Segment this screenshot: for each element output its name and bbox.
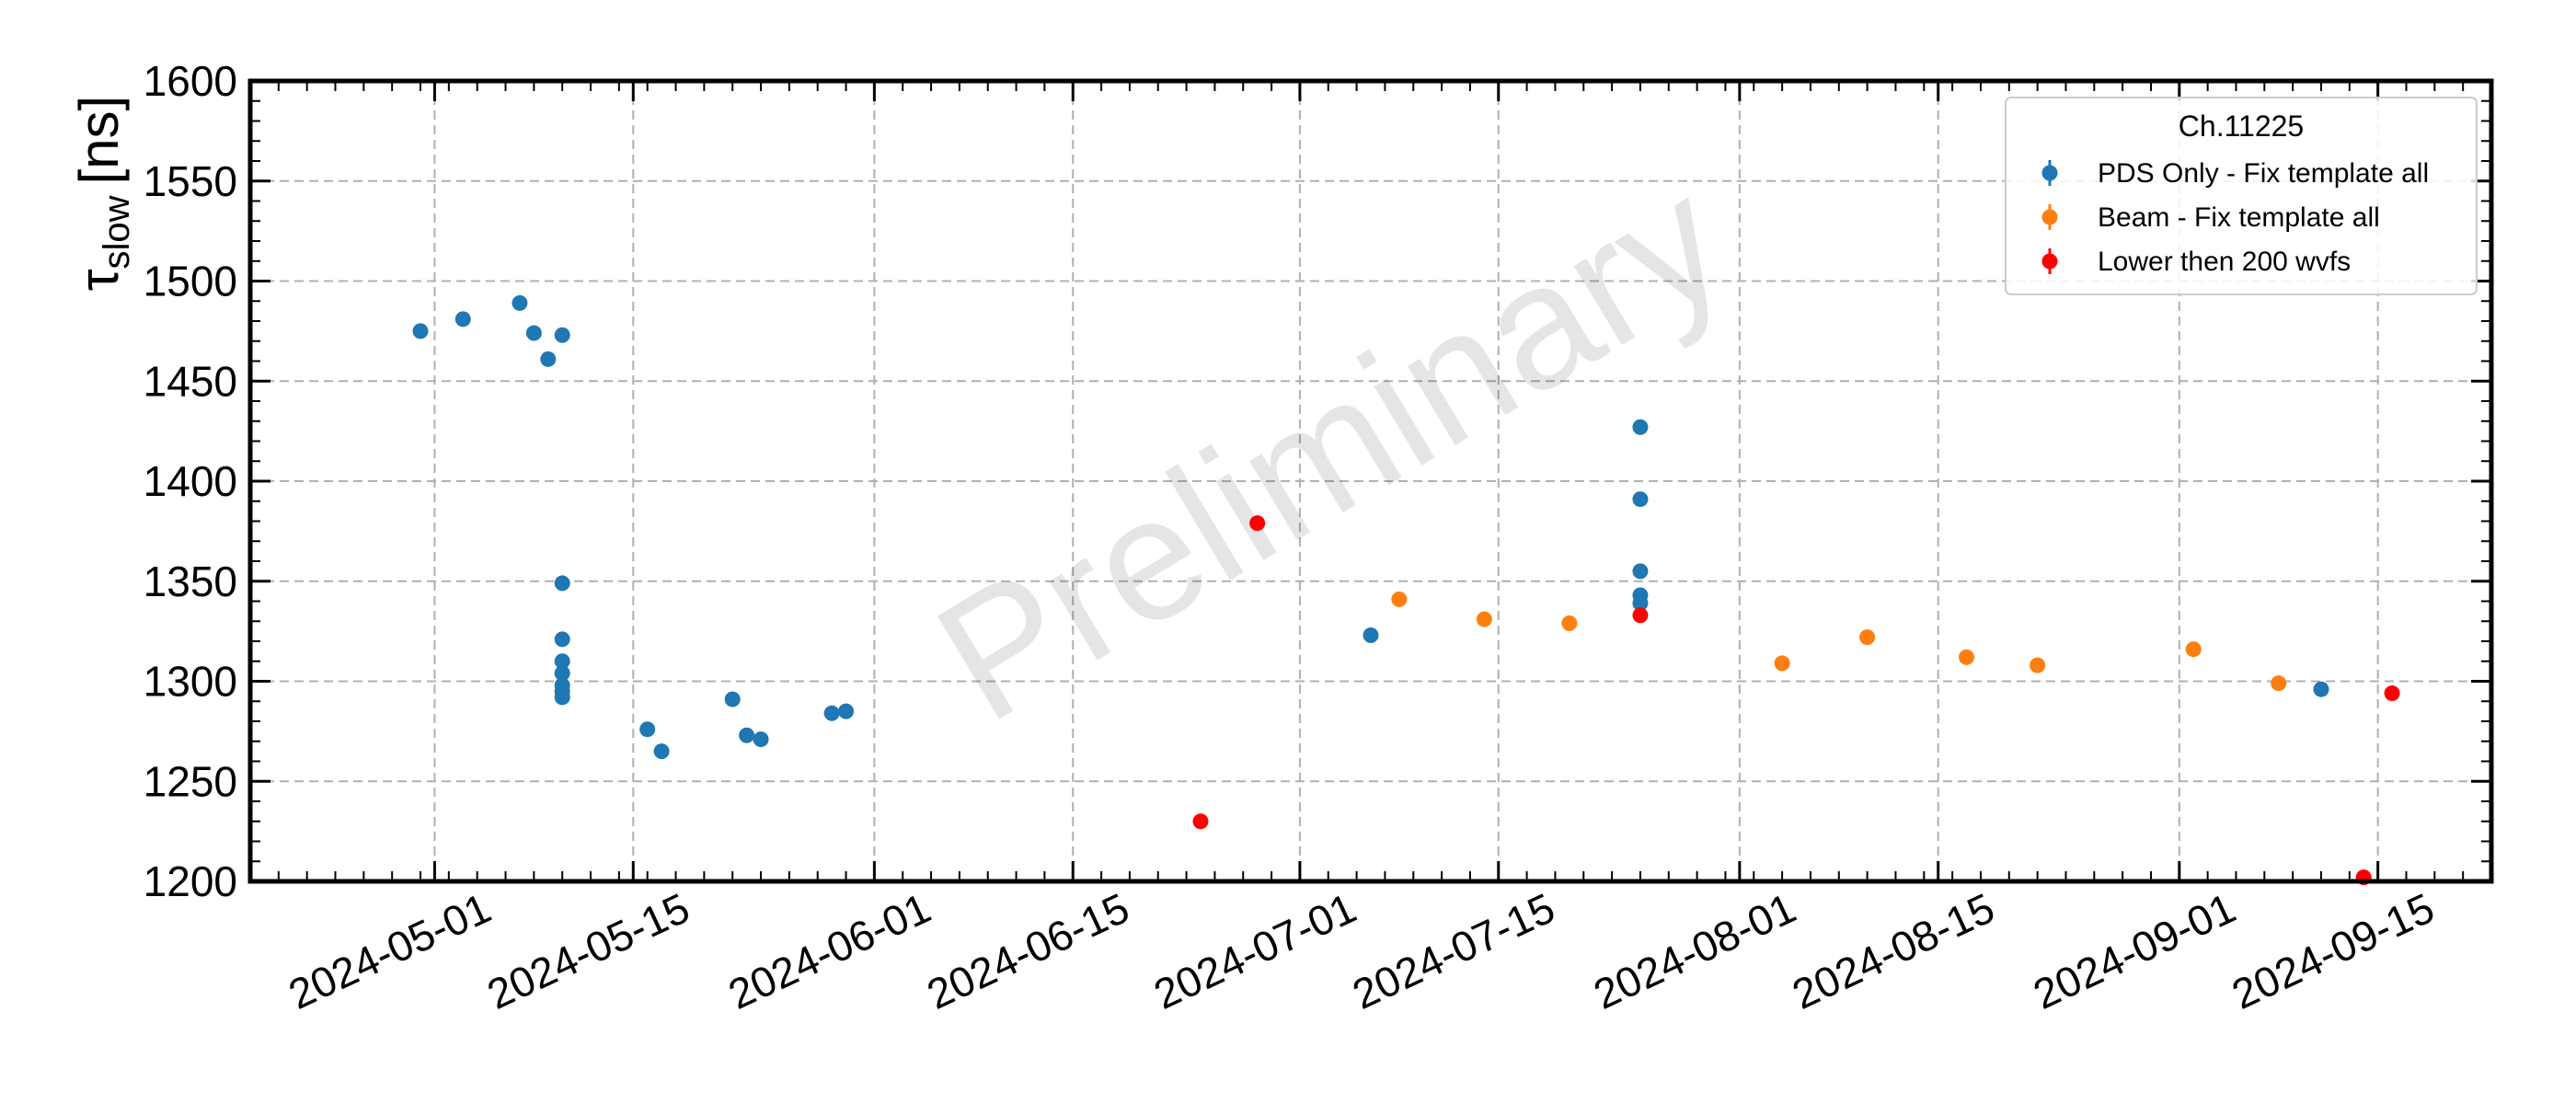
data-point bbox=[2384, 685, 2400, 702]
data-point bbox=[1632, 419, 1649, 435]
data-point bbox=[1774, 655, 1790, 672]
watermark-text: Preliminary bbox=[906, 142, 1756, 759]
data-point bbox=[454, 311, 471, 328]
data-point bbox=[1363, 627, 1379, 643]
y-tick-label: 1400 bbox=[144, 457, 237, 505]
data-point bbox=[1192, 813, 1209, 830]
data-point bbox=[2271, 675, 2287, 692]
data-point bbox=[554, 689, 570, 706]
data-point bbox=[1632, 491, 1649, 508]
plot-frame bbox=[247, 78, 2494, 884]
y-tick-label: 1500 bbox=[144, 258, 237, 305]
data-point bbox=[753, 731, 769, 748]
x-tick-label: 2024-05-01 bbox=[282, 883, 498, 1018]
data-point bbox=[739, 727, 755, 743]
ylabel-symbol: τ bbox=[68, 269, 130, 291]
y-tick-label: 1300 bbox=[144, 658, 237, 706]
y-axis-label: τslow [ns] bbox=[68, 96, 137, 291]
legend-entry-label: Beam - Fix template all bbox=[2098, 202, 2380, 233]
legend: Ch.11225 PDS Only - Fix template all Beam… bbox=[2005, 97, 2478, 295]
data-point bbox=[2185, 641, 2202, 658]
x-tick-label: 2024-08-15 bbox=[1785, 883, 2001, 1018]
data-point bbox=[1561, 615, 1578, 631]
x-tick-label: 2024-08-01 bbox=[1586, 883, 1802, 1018]
x-tick-label: 2024-06-01 bbox=[721, 883, 937, 1018]
data-point bbox=[554, 665, 570, 682]
legend-entry-label: PDS Only - Fix template all bbox=[2098, 158, 2429, 189]
legend-entry-label: Lower then 200 wvfs bbox=[2098, 247, 2351, 277]
x-tick-label: 2024-09-15 bbox=[2225, 883, 2441, 1018]
data-point bbox=[1632, 595, 1649, 612]
data-point bbox=[1632, 563, 1649, 580]
data-point bbox=[1391, 591, 1408, 607]
data-point bbox=[540, 351, 557, 367]
y-tick-label: 1450 bbox=[144, 357, 237, 405]
data-point bbox=[554, 653, 570, 670]
data-point bbox=[724, 691, 741, 707]
data-point bbox=[554, 631, 570, 648]
data-point bbox=[512, 294, 528, 311]
ylabel-subscript: slow bbox=[97, 195, 137, 269]
data-points bbox=[412, 294, 2400, 886]
y-tick-label: 1350 bbox=[144, 558, 237, 605]
data-point bbox=[554, 575, 570, 592]
legend-title: Ch.11225 bbox=[2179, 109, 2304, 143]
data-point bbox=[1959, 649, 1975, 665]
data-point bbox=[1476, 611, 1492, 627]
legend-marker bbox=[2041, 209, 2058, 225]
data-point bbox=[1249, 515, 1266, 532]
x-tick-label: 2024-06-15 bbox=[920, 883, 1136, 1018]
data-point bbox=[823, 705, 840, 721]
data-point bbox=[639, 721, 656, 738]
data-point bbox=[412, 323, 429, 339]
y-tick-label: 1550 bbox=[144, 157, 237, 205]
legend-marker bbox=[2041, 165, 2058, 181]
data-point bbox=[1632, 607, 1649, 624]
x-tick-label: 2024-09-01 bbox=[2026, 883, 2242, 1018]
y-tick-label: 1200 bbox=[144, 857, 237, 905]
svg-text:τslow[ns]: τslow [ns] bbox=[68, 96, 137, 291]
data-point bbox=[2030, 657, 2046, 673]
data-point bbox=[2313, 681, 2329, 697]
y-tick-label: 1250 bbox=[144, 757, 237, 805]
y-tick-label: 1600 bbox=[144, 57, 237, 105]
data-point bbox=[525, 325, 542, 341]
legend-entries: PDS Only - Fix template all Beam - Fix te… bbox=[2041, 158, 2429, 277]
legend-marker bbox=[2041, 253, 2058, 270]
x-tick-label: 2024-05-15 bbox=[480, 883, 696, 1018]
ylabel-unit: [ns] bbox=[68, 96, 130, 185]
data-point bbox=[1859, 629, 1876, 646]
x-tick-label: 2024-07-15 bbox=[1345, 883, 1561, 1018]
data-point bbox=[838, 703, 855, 719]
data-point bbox=[653, 743, 670, 760]
x-tick-label: 2024-07-01 bbox=[1146, 883, 1363, 1018]
data-point bbox=[554, 327, 570, 343]
legend-frame bbox=[2005, 97, 2478, 295]
